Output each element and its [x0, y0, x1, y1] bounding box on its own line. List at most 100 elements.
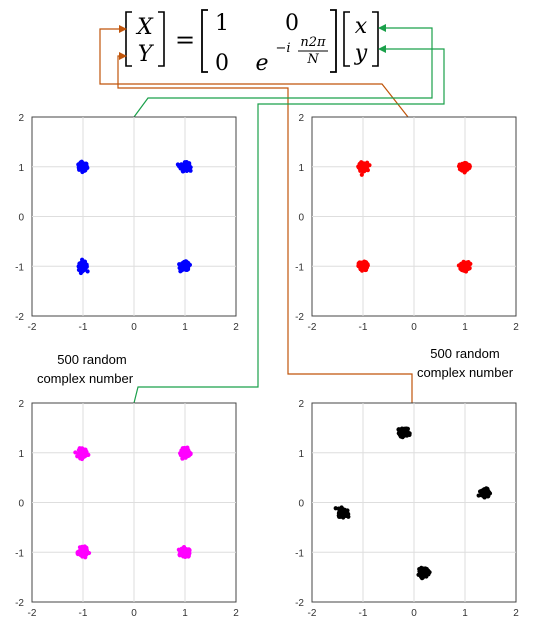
x-tick-label: 0 — [411, 322, 417, 333]
x-tick-label: -2 — [308, 322, 317, 333]
data-point — [456, 263, 461, 268]
connectors — [99, 24, 445, 404]
data-point — [339, 505, 344, 510]
x-tick-label: -1 — [359, 322, 368, 333]
data-point — [361, 164, 366, 170]
y-tick-label: -1 — [295, 262, 304, 273]
data-point — [77, 545, 83, 550]
arrow-bottomleft-to-y — [133, 45, 445, 404]
data-point — [184, 259, 189, 264]
data-point — [81, 548, 86, 553]
y-tick-label: 0 — [18, 499, 24, 510]
lhs-bottom: Y — [138, 42, 155, 67]
data-point — [345, 509, 350, 515]
data-point — [75, 551, 81, 557]
data-point — [333, 506, 338, 511]
equation: X Y = 1 0 0 e −i n2π N x y — [125, 9, 379, 76]
data-point — [80, 449, 86, 454]
data-point — [419, 576, 425, 581]
point-cluster — [76, 159, 90, 175]
point-cluster — [356, 259, 370, 273]
rhs-bracket-right — [372, 11, 379, 67]
data-point — [85, 269, 90, 274]
data-point — [416, 572, 421, 577]
x-tick-label: 1 — [182, 608, 188, 619]
matrix-m11: 1 — [215, 11, 229, 36]
data-point — [457, 162, 462, 167]
point-cluster — [76, 257, 90, 276]
matrix-m21: 0 — [215, 51, 229, 76]
matrix-bracket-right — [330, 9, 337, 73]
matrix-bracket-left — [201, 9, 208, 73]
rhs-top: x — [355, 14, 368, 39]
data-point — [181, 264, 186, 270]
data-point — [185, 445, 190, 450]
y-tick-label: -1 — [15, 262, 24, 273]
data-point — [396, 427, 401, 432]
data-point — [463, 163, 468, 168]
x-tick-label: 1 — [182, 322, 188, 333]
left-annotation-line2: complex number — [37, 371, 134, 386]
matrix-m22-base: e — [255, 51, 268, 76]
matrix-m22-exp-num: n2π — [300, 35, 326, 50]
x-tick-label: 0 — [411, 608, 417, 619]
data-point — [186, 554, 191, 559]
matrix-m22-exp-den: N — [306, 52, 319, 67]
lhs-bracket-left — [125, 11, 132, 67]
data-point — [462, 262, 467, 268]
y-tick-label: 2 — [298, 113, 304, 124]
data-point — [83, 163, 88, 168]
arrow-topright-to-X — [99, 25, 409, 118]
data-point — [83, 552, 88, 557]
data-point — [359, 262, 364, 267]
x-tick-label: 0 — [131, 322, 137, 333]
data-point — [340, 510, 345, 515]
y-tick-label: 2 — [18, 399, 24, 410]
x-tick-label: 2 — [513, 608, 519, 619]
data-point — [479, 489, 484, 494]
data-point — [181, 553, 186, 558]
y-tick-label: -1 — [15, 548, 24, 559]
data-point — [184, 452, 189, 457]
y-tick-label: -1 — [295, 548, 304, 559]
lhs-bracket-right — [158, 11, 165, 67]
data-point — [80, 257, 85, 262]
data-point — [183, 455, 188, 460]
x-tick-label: -1 — [79, 322, 88, 333]
lhs-top: X — [135, 15, 154, 40]
point-cluster — [476, 486, 493, 500]
data-point — [78, 164, 83, 169]
x-tick-label: 2 — [513, 322, 519, 333]
left-annotation-line1: 500 random — [57, 352, 126, 367]
data-point — [364, 164, 369, 169]
data-point — [359, 172, 364, 177]
right-annotation-line2: complex number — [417, 365, 514, 380]
y-tick-label: -2 — [15, 598, 24, 609]
data-point — [344, 513, 349, 518]
x-tick-label: 2 — [233, 322, 239, 333]
data-point — [422, 566, 427, 571]
x-tick-label: -2 — [28, 322, 37, 333]
point-cluster — [176, 544, 192, 559]
x-tick-label: -1 — [359, 608, 368, 619]
y-tick-label: -2 — [295, 598, 304, 609]
y-tick-label: 2 — [298, 399, 304, 410]
data-point — [73, 450, 78, 455]
point-cluster — [416, 565, 432, 581]
y-tick-label: -2 — [15, 312, 24, 323]
x-tick-label: -1 — [79, 608, 88, 619]
rhs-bottom: y — [354, 41, 368, 66]
point-cluster — [396, 426, 412, 440]
data-point — [79, 263, 84, 268]
data-point — [180, 450, 186, 456]
y-tick-label: 2 — [18, 113, 24, 124]
data-point — [82, 453, 87, 459]
y-tick-label: 0 — [18, 213, 24, 224]
y-tick-label: -2 — [295, 312, 304, 323]
scatter-plot-magenta: -2 -1 0 1 2 2 1 0 -1 -2 — [15, 399, 239, 619]
matrix-m22-exp-prefix: −i — [275, 41, 290, 56]
x-tick-label: 1 — [462, 322, 468, 333]
scatter-plot-black: -2 -1 0 1 2 2 1 0 -1 -2 — [295, 399, 519, 619]
data-point — [186, 164, 191, 169]
x-tick-label: -2 — [28, 608, 37, 619]
